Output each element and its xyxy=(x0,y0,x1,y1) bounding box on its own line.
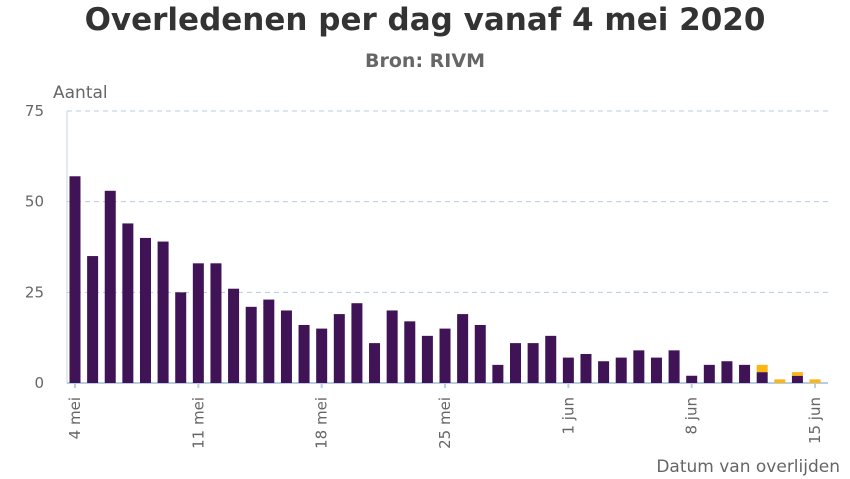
bar xyxy=(598,361,610,383)
x-tick-label: 1 jun xyxy=(559,397,577,435)
bar xyxy=(210,263,222,383)
bar xyxy=(298,324,310,383)
bar xyxy=(633,350,645,383)
x-tick-label: 11 mei xyxy=(189,397,207,449)
bar xyxy=(245,306,257,383)
bar xyxy=(439,328,451,383)
bar xyxy=(721,361,733,383)
bar xyxy=(69,176,81,383)
x-tick-label: 15 jun xyxy=(806,397,824,444)
x-axis-label: Datum van overlijden xyxy=(656,457,840,477)
bar xyxy=(809,379,821,383)
chart-title: Overledenen per dag vanaf 4 mei 2020 xyxy=(84,2,766,38)
bar xyxy=(739,364,751,383)
bar xyxy=(192,263,204,383)
bar xyxy=(791,375,803,383)
bar xyxy=(510,343,521,383)
x-tick-label: 25 mei xyxy=(436,397,454,449)
y-axis-label: Aantal xyxy=(53,83,108,103)
bar xyxy=(756,372,768,383)
bar xyxy=(703,364,715,383)
bar xyxy=(580,353,592,383)
bar xyxy=(668,350,680,383)
bar xyxy=(615,357,627,383)
bar xyxy=(333,314,345,383)
bar xyxy=(492,364,504,383)
bar xyxy=(474,324,486,383)
bar xyxy=(122,223,134,383)
bar xyxy=(545,335,557,383)
chart-subtitle: Bron: RIVM xyxy=(365,50,485,72)
y-tick-label: 25 xyxy=(25,283,44,301)
bar xyxy=(87,256,99,383)
x-tick-label: 18 mei xyxy=(313,397,331,449)
bar xyxy=(263,299,275,383)
bar xyxy=(369,343,381,383)
bar xyxy=(774,379,786,383)
bar xyxy=(139,237,151,383)
bar xyxy=(404,321,416,383)
bar xyxy=(228,288,240,383)
y-tick-label: 0 xyxy=(34,374,44,392)
bar xyxy=(421,335,433,383)
bar xyxy=(791,372,803,376)
bar xyxy=(280,310,292,383)
bar xyxy=(756,364,768,373)
bar xyxy=(457,314,469,383)
bar xyxy=(351,303,363,383)
bar xyxy=(175,292,187,383)
bar xyxy=(562,357,574,383)
bar xyxy=(316,328,328,383)
bar xyxy=(650,357,662,383)
y-tick-label: 50 xyxy=(25,193,44,211)
bar xyxy=(686,375,698,383)
bar xyxy=(157,241,169,383)
y-tick-label: 75 xyxy=(25,102,44,120)
bar xyxy=(527,343,539,383)
x-tick-label: 8 jun xyxy=(683,397,701,435)
x-tick-label: 4 mei xyxy=(66,397,84,439)
bar xyxy=(104,190,116,383)
bar xyxy=(386,310,398,383)
